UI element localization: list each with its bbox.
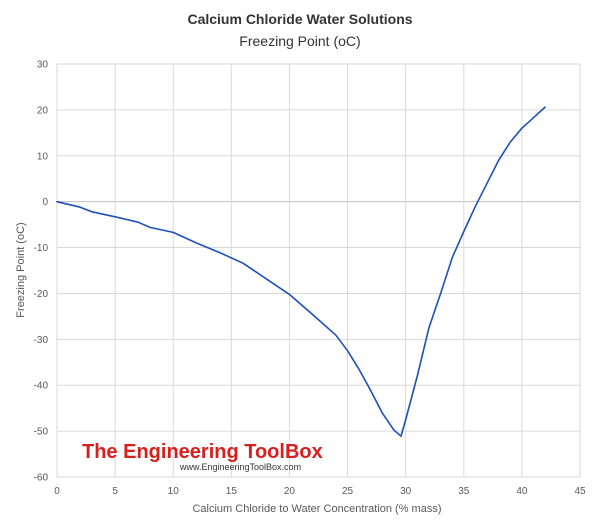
chart-title: Calcium Chloride Water Solutions [187,11,412,27]
x-tick-label: 45 [574,486,586,497]
watermark: The Engineering ToolBox www.EngineeringT… [82,441,323,472]
y-axis-label: Freezing Point (oC) [15,222,27,317]
y-tick-label: 10 [37,151,49,162]
x-tick-label: 30 [400,486,412,497]
x-tick-label: 10 [168,486,180,497]
x-tick-label: 15 [226,486,238,497]
x-tick-label: 0 [54,486,60,497]
watermark-title: The Engineering ToolBox [82,441,323,463]
x-tick-label: 20 [284,486,296,497]
series-line [56,106,546,438]
x-axis-label: Calcium Chloride to Water Concentration … [192,503,441,515]
x-tick-label: 25 [342,486,354,497]
y-tick-label: 20 [37,105,49,116]
chart-subtitle: Freezing Point (oC) [239,33,360,49]
y-tick-label: -40 [34,381,49,392]
y-tick-label: -20 [34,289,49,300]
y-tick-label: -30 [34,335,49,346]
x-tick-label: 35 [458,486,470,497]
y-tick-label: -60 [34,473,49,484]
y-tick-label: 0 [42,197,48,208]
watermark-url: www.EngineeringToolBox.com [179,462,301,472]
y-tick-label: -10 [34,243,49,254]
y-tick-label: 30 [37,60,49,71]
series-layer [56,106,546,438]
x-tick-label: 40 [516,486,528,497]
y-axis-ticks: 30 20 10 0 -10 -20 -30 -40 -50 -60 [34,60,49,484]
y-tick-label: -50 [34,427,49,438]
x-tick-label: 5 [112,486,118,497]
grid [56,63,581,478]
x-axis-ticks: 0 5 10 15 20 25 30 35 40 45 [54,486,586,497]
